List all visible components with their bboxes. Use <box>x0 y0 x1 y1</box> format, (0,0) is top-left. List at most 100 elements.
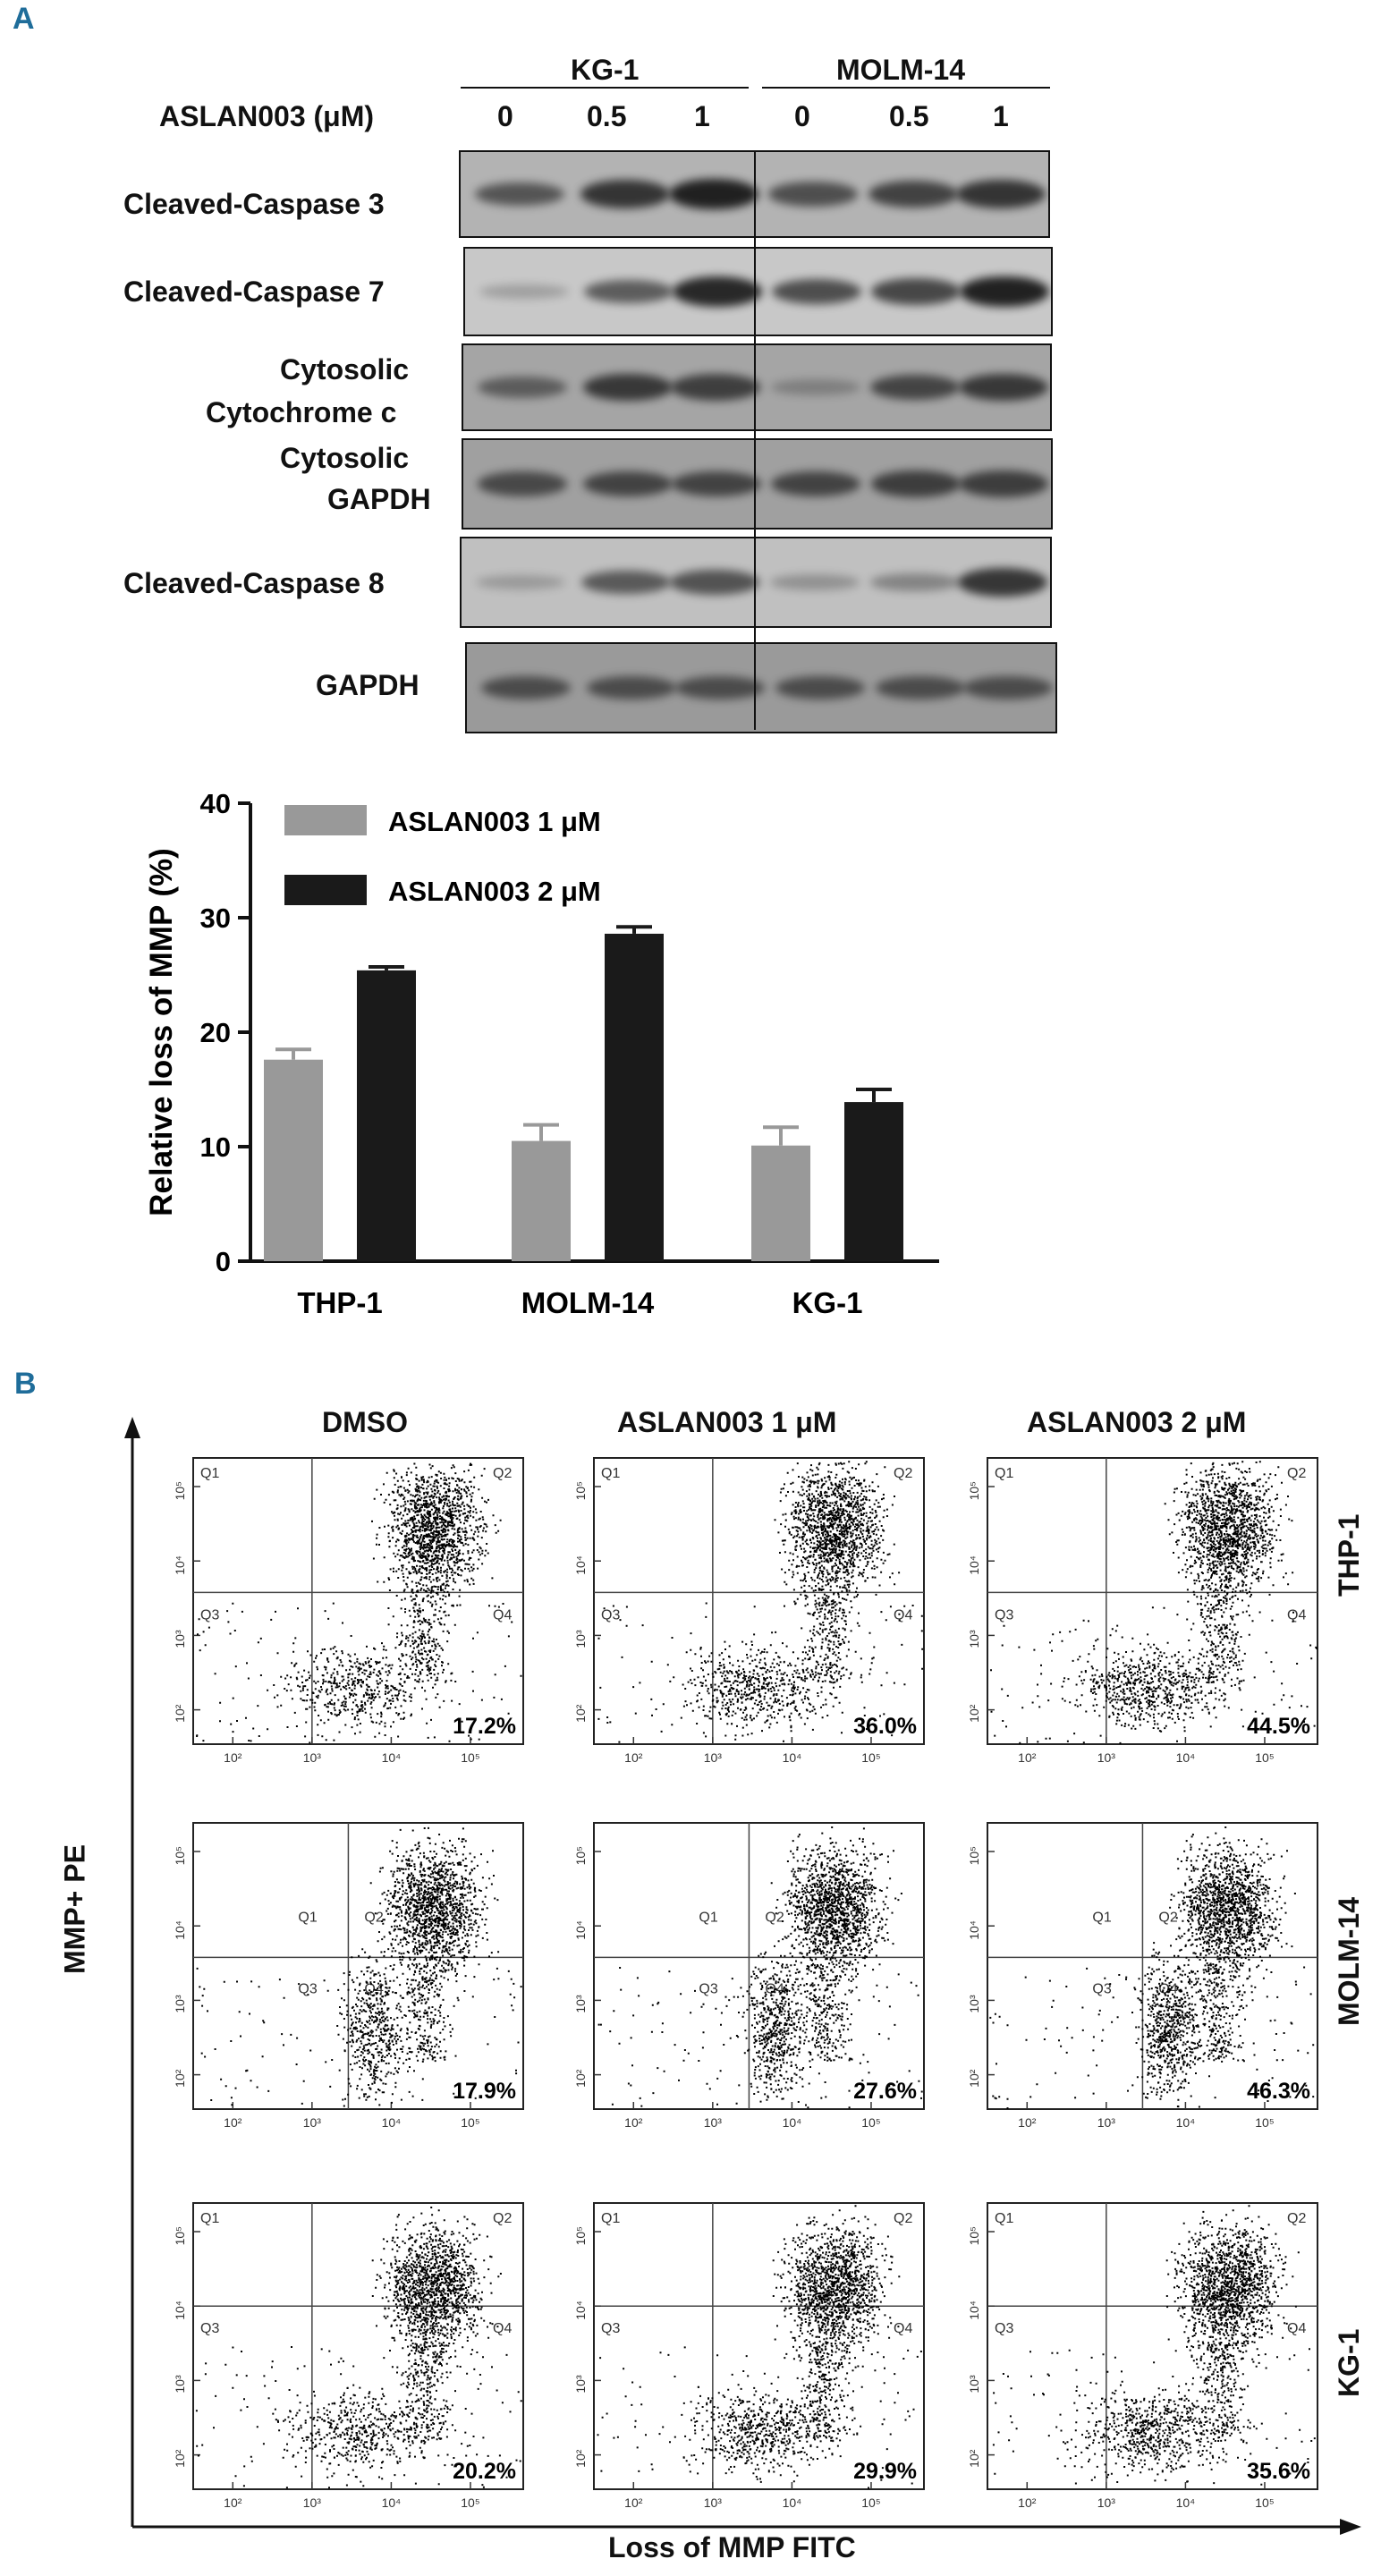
blot-gapdh <box>465 642 1057 733</box>
quadrant-label-q1: Q1 <box>699 1910 717 1925</box>
y-tick-label: 10³ <box>967 2375 981 2394</box>
quadrant-label-q3: Q3 <box>601 1607 620 1623</box>
header-underline-molm14 <box>762 87 1050 89</box>
x-tick-label: 10³ <box>704 2496 723 2510</box>
quadrant-label-q2: Q2 <box>894 1466 912 1481</box>
quadrant-label-q4: Q4 <box>493 1607 512 1623</box>
bar-kg-1-series-2 <box>844 1102 903 1261</box>
y-tick-label: 10⁴ <box>573 1555 588 1575</box>
condition-header-aslan-1um: ASLAN003 1 μM <box>617 1406 837 1438</box>
flow-plot-kg-1-3: Q1 Q2 Q3 Q4 10² 10² 10³ 10³ 10⁴ 10⁴ 10⁵ 10⁵ 35.6% <box>967 2202 1318 2510</box>
y-tick-label: 10⁵ <box>173 1846 187 1865</box>
x-tick-label: 10³ <box>704 1750 723 1765</box>
panel-b-axis-arrows <box>124 1417 1361 2535</box>
x-tick-label: 10⁵ <box>861 2496 880 2510</box>
q4-percentage: 17.2% <box>453 1714 516 1739</box>
quadrant-label-q1: Q1 <box>601 2211 620 2226</box>
y-tick-label: 10⁴ <box>967 1555 981 1575</box>
panel-b-x-axis-label: Loss of MMP FITC <box>608 2531 856 2563</box>
y-tick-label: 10⁵ <box>573 1846 588 1865</box>
dose-label: ASLAN003 (μM) <box>159 100 375 132</box>
x-tick-label: 10⁴ <box>783 1750 802 1765</box>
y-tick-label: 10³ <box>173 2375 187 2394</box>
flow-plot-kg-1-2: Q1 Q2 Q3 Q4 10² 10² 10³ 10³ 10⁴ 10⁴ 10⁵ 10⁵ 29.9% <box>573 2202 925 2510</box>
x-tick-label: 10⁵ <box>1255 1750 1274 1765</box>
x-tick-label: 10⁴ <box>382 2496 402 2510</box>
blot-band-lane-3 <box>672 276 762 307</box>
cell-line-header-kg1: KG-1 <box>571 54 640 86</box>
y-tick-label: 10⁴ <box>173 1555 187 1575</box>
quadrant-label-q2: Q2 <box>1287 1466 1306 1481</box>
q4-percentage: 35.6% <box>1247 2459 1310 2484</box>
dose-molm14-05: 0.5 <box>889 100 929 132</box>
y-tick-label: 10⁵ <box>967 1846 981 1865</box>
blot-band-lane-2 <box>580 180 670 208</box>
category-label: KG-1 <box>792 1286 863 1319</box>
blot-label-gapdh: GAPDH <box>316 669 419 701</box>
quadrant-label-q1: Q1 <box>995 1466 1013 1481</box>
quadrant-label-q3: Q3 <box>200 2321 219 2336</box>
condition-header-aslan-2um: ASLAN003 2 μM <box>1027 1406 1247 1438</box>
plot-frame <box>987 2202 1318 2490</box>
row-label-molm14: MOLM-14 <box>1333 1897 1365 2026</box>
panel-b-x-arrowhead <box>1340 2519 1361 2535</box>
y-axis-label: Relative loss of MMP (%) <box>144 848 179 1216</box>
scatter-events <box>992 2205 1316 2486</box>
scatter-events <box>597 1461 924 1743</box>
q4-percentage: 27.6% <box>853 2079 917 2104</box>
y-tick-label: 10³ <box>967 1630 981 1648</box>
dose-kg1-0: 0 <box>497 100 513 132</box>
quadrant-label-q2: Q2 <box>493 1466 512 1481</box>
y-tick-label: 10² <box>967 2449 981 2468</box>
flow-plot-thp-1-1: Q1 Q2 Q3 Q4 10² 10² 10³ 10³ 10⁴ 10⁴ 10⁵ 10⁵ 17.2% <box>173 1457 524 1765</box>
blot-cleaved-caspase-7 <box>463 247 1053 336</box>
x-tick-label: 10⁵ <box>861 1750 880 1765</box>
bar-thp-1-series-2 <box>357 970 416 1261</box>
quadrant-label-q4: Q4 <box>1287 2321 1306 2336</box>
blot-band-lane-3 <box>668 178 758 210</box>
q4-percentage: 29.9% <box>853 2459 917 2484</box>
y-tick-label: 10⁴ <box>173 1920 187 1940</box>
y-tick-label: 10² <box>967 1704 981 1723</box>
quadrant-label-q2: Q2 <box>1287 2211 1306 2226</box>
quadrant-label-q4: Q4 <box>493 2321 512 2336</box>
blot-band-lane-5 <box>869 573 960 591</box>
y-tick-label: 10³ <box>173 1995 187 2013</box>
header-underline-kg1 <box>461 87 749 89</box>
bar-kg-1-series-1 <box>751 1145 810 1261</box>
flow-plot-molm-14-3: Q1Q2Q3Q410²10²10³10³10⁴10⁴10⁵10⁵46.3% <box>967 1822 1318 2130</box>
blot-band-lane-2 <box>584 279 674 304</box>
blot-band-lane-6 <box>958 568 1048 597</box>
quadrant-label-q3: Q3 <box>1092 1981 1111 1996</box>
y-tick-label: 10⁵ <box>173 1481 187 1500</box>
blot-cytochrome-c <box>462 343 1052 431</box>
panel-b-y-axis-label: MMP+ PE <box>58 1844 91 1974</box>
blot-band-lane-4 <box>772 278 861 305</box>
quadrant-label-q4: Q4 <box>1287 1607 1306 1623</box>
x-tick-label: 10² <box>1018 2496 1037 2510</box>
y-tick-label: 10² <box>173 1704 187 1723</box>
category-label: MOLM-14 <box>521 1286 655 1319</box>
x-tick-label: 10⁴ <box>1176 2115 1196 2130</box>
q4-percentage: 36.0% <box>853 1714 917 1739</box>
quadrant-label-q1: Q1 <box>298 1910 317 1925</box>
blot-band-lane-4 <box>771 470 861 497</box>
quadrant-label-q1: Q1 <box>601 1466 620 1481</box>
y-tick-label: 10⁵ <box>573 2226 588 2245</box>
scatter-events <box>990 1461 1318 1744</box>
x-tick-label: 10⁴ <box>1176 1750 1196 1765</box>
blot-band-lane-1 <box>480 675 571 700</box>
blot-cytosolic-gapdh <box>462 438 1053 530</box>
dose-molm14-0: 0 <box>794 100 810 132</box>
blot-label-cleaved-caspase-7: Cleaved-Caspase 7 <box>123 275 385 308</box>
quadrant-label-q1: Q1 <box>1092 1910 1111 1925</box>
blot-band-lane-6 <box>959 470 1049 497</box>
y-tick-label: 0 <box>216 1246 231 1277</box>
blot-label-cytosolic-gapdh: GAPDH <box>327 483 431 515</box>
plot-frame <box>593 1457 925 1745</box>
blot-band-lane-5 <box>870 374 961 401</box>
y-tick-label: 30 <box>200 902 231 934</box>
y-tick-label: 10⁵ <box>173 2226 187 2245</box>
plot-frame <box>192 1457 524 1745</box>
legend-label-2: ASLAN003 2 μM <box>388 876 601 907</box>
